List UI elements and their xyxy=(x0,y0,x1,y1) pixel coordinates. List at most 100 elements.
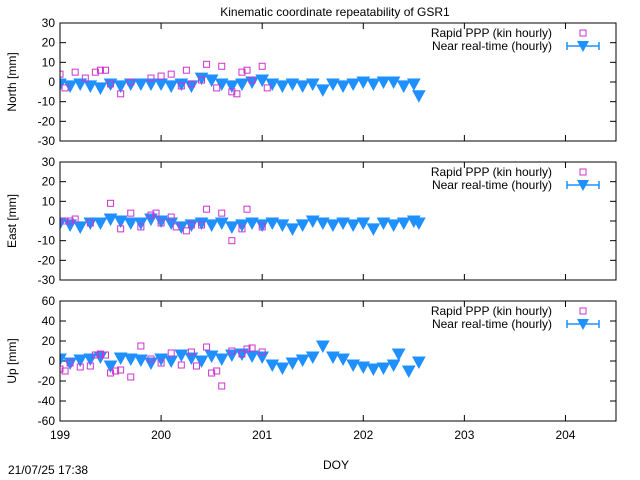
nrt-marker xyxy=(412,90,426,103)
rapid-marker xyxy=(213,84,221,92)
panel-frame xyxy=(59,300,617,422)
rapid-marker xyxy=(66,359,74,367)
y-tick-label: -20 xyxy=(38,114,56,128)
nrt-marker xyxy=(386,219,401,232)
rapid-marker xyxy=(91,68,99,76)
rapid-marker xyxy=(157,359,165,367)
rapid-marker xyxy=(112,367,120,375)
nrt-marker xyxy=(60,353,67,367)
rapid-marker xyxy=(258,62,266,70)
nrt-marker xyxy=(73,78,88,92)
nrt-marker xyxy=(245,76,259,90)
chart-title: Kinematic coordinate repeatability of GS… xyxy=(220,5,450,19)
nrt-marker xyxy=(356,217,371,231)
nrt-marker xyxy=(144,78,158,92)
nrt-marker xyxy=(123,353,138,367)
legend-rapid-label: Rapid PPP (kin hourly) xyxy=(431,304,552,318)
rapid-marker xyxy=(127,209,135,217)
rapid-marker xyxy=(258,223,266,231)
nrt-marker xyxy=(235,78,249,92)
panel-2: -30 -20 -10 0 10 20 30 East [mm] Rapid PPP (kin … xyxy=(5,155,617,287)
nrt-marker xyxy=(123,78,138,92)
y-tick-label: -30 xyxy=(38,134,56,148)
nrt-marker xyxy=(214,217,229,231)
x-tick-label: 202 xyxy=(353,428,373,442)
nrt-marker xyxy=(245,217,259,231)
nrt-marker xyxy=(275,80,290,93)
timestamp: 21/07/25 17:38 xyxy=(8,463,88,477)
rapid-marker xyxy=(60,70,64,78)
nrt-marker xyxy=(315,217,330,231)
legend-rapid-marker xyxy=(579,307,587,315)
nrt-marker xyxy=(73,354,88,368)
rapid-marker xyxy=(218,382,226,390)
rapid-marker xyxy=(96,350,104,358)
nrt-marker xyxy=(73,221,88,234)
nrt-marker xyxy=(204,219,219,232)
y-tick-label: -10 xyxy=(38,234,56,248)
nrt-marker xyxy=(295,219,310,232)
rapid-marker xyxy=(117,366,125,374)
rapid-marker xyxy=(218,209,226,217)
plot-area xyxy=(60,340,426,390)
nrt-marker xyxy=(336,353,350,367)
nrt-marker xyxy=(113,80,128,93)
nrt-marker xyxy=(366,363,381,377)
rapid-marker xyxy=(213,367,221,375)
rapid-marker xyxy=(167,349,175,357)
nrt-marker xyxy=(93,82,108,95)
y-tick-label: -20 xyxy=(38,374,56,388)
legend-nrt-label: Near real-time (hourly) xyxy=(432,178,552,192)
y-tick-label: -10 xyxy=(38,95,56,109)
rapid-marker xyxy=(81,74,89,82)
rapid-marker xyxy=(117,225,125,233)
nrt-marker xyxy=(285,223,300,236)
legend-nrt-marker xyxy=(577,41,589,52)
rapid-marker xyxy=(147,211,155,219)
y-tick-label: 20 xyxy=(42,36,56,50)
nrt-marker xyxy=(376,76,391,90)
rapid-marker xyxy=(203,205,211,213)
panel-3: -60 -40 -20 0 20 40 60 199 200 201 202 203 204 Up [mm… xyxy=(5,294,617,442)
rapid-marker xyxy=(263,84,271,92)
rapid-marker xyxy=(243,205,251,213)
rapid-marker xyxy=(152,209,160,217)
rapid-marker xyxy=(107,80,115,88)
nrt-marker xyxy=(204,350,219,364)
plot-area xyxy=(60,199,426,245)
nrt-marker xyxy=(225,80,239,93)
nrt-marker xyxy=(386,76,401,90)
rapid-marker xyxy=(228,347,236,355)
nrt-marker xyxy=(315,340,330,354)
nrt-marker xyxy=(376,217,391,231)
rapid-marker xyxy=(107,369,115,377)
y-tick-label: 0 xyxy=(48,214,55,228)
rapid-marker xyxy=(96,66,104,74)
legend-nrt-marker xyxy=(577,319,589,330)
nrt-marker xyxy=(285,357,300,371)
nrt-marker xyxy=(406,78,421,92)
legend-rapid-label: Rapid PPP (kin hourly) xyxy=(431,165,552,179)
rapid-marker xyxy=(167,213,175,221)
nrt-marker xyxy=(295,354,310,368)
rapid-marker xyxy=(71,68,79,76)
rapid-marker xyxy=(218,62,226,70)
rapid-marker xyxy=(127,78,135,86)
nrt-marker xyxy=(265,217,280,231)
nrt-marker xyxy=(255,74,270,88)
nrt-marker xyxy=(174,349,189,363)
nrt-marker xyxy=(305,78,320,92)
rapid-marker xyxy=(248,76,256,84)
panel-frame xyxy=(59,22,617,142)
rapid-marker xyxy=(76,363,84,371)
x-tick-label: 200 xyxy=(151,428,171,442)
nrt-marker xyxy=(123,217,138,231)
nrt-marker xyxy=(63,80,77,93)
nrt-marker xyxy=(326,351,340,365)
nrt-marker xyxy=(134,78,148,92)
rapid-marker xyxy=(192,362,200,370)
nrt-marker xyxy=(83,353,98,367)
nrt-marker xyxy=(184,352,199,366)
